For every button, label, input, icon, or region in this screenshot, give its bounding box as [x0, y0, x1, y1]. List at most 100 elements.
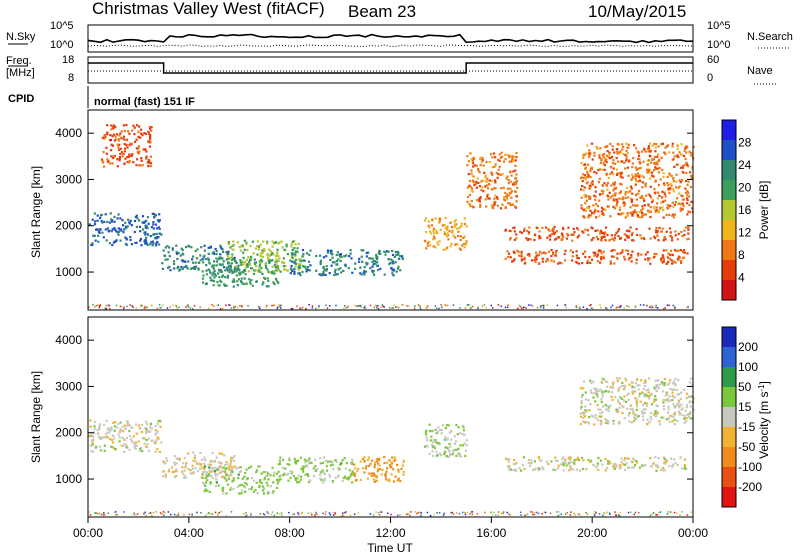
echo-cell	[666, 206, 669, 209]
echo-cell	[661, 227, 664, 230]
echo-cell	[322, 270, 325, 274]
echo-cell	[407, 305, 410, 307]
echo-cell	[612, 422, 615, 425]
echo-cell	[328, 272, 331, 275]
echo-cell	[632, 409, 635, 413]
echo-cell	[223, 454, 226, 457]
echo-cell	[116, 217, 119, 220]
echo-cell	[116, 143, 119, 146]
echo-cell	[634, 511, 637, 514]
echo-cell	[644, 258, 647, 261]
echo-cell	[523, 262, 526, 265]
echo-cell	[624, 379, 628, 382]
echo-cell	[479, 163, 482, 167]
echo-cell	[98, 306, 100, 309]
echo-cell	[428, 240, 431, 243]
echo-cell	[226, 483, 230, 486]
echo-cell	[683, 417, 686, 420]
echo-cell	[621, 251, 624, 254]
echo-cell	[104, 136, 107, 139]
echo-cell	[611, 194, 614, 197]
echo-cell	[556, 511, 558, 513]
echo-cell	[146, 443, 149, 446]
echo-cell	[510, 196, 513, 199]
echo-cell	[121, 224, 125, 227]
echo-cell	[654, 395, 657, 398]
echo-cell	[497, 514, 499, 517]
echo-cell	[229, 488, 232, 491]
echo-cell	[537, 469, 540, 472]
echo-cell	[652, 413, 656, 416]
echo-cell	[271, 511, 274, 513]
echo-cell	[111, 438, 114, 442]
echo-cell	[239, 271, 242, 274]
echo-cell	[649, 150, 652, 153]
echo-cell	[554, 456, 557, 459]
echo-cell	[242, 271, 245, 274]
echo-cell	[306, 266, 309, 269]
echo-cell	[469, 513, 471, 515]
echo-cell	[435, 450, 438, 453]
echo-cell	[123, 142, 126, 146]
echo-cell	[292, 474, 295, 478]
nsky-label: N.Sky	[6, 31, 36, 43]
echo-cell	[236, 306, 239, 309]
echo-cell	[667, 411, 670, 414]
echo-cell	[277, 478, 280, 481]
echo-cell	[211, 476, 214, 479]
echo-cell	[273, 272, 276, 275]
echo-cell	[128, 153, 131, 156]
echo-cell	[541, 260, 544, 263]
echo-cell	[502, 160, 506, 163]
echo-cell	[512, 250, 515, 253]
echo-cell	[322, 512, 324, 515]
echo-cell	[610, 237, 613, 240]
echo-cell	[506, 250, 509, 253]
echo-cell	[254, 263, 257, 266]
echo-cell	[514, 206, 518, 209]
echo-cell	[280, 307, 282, 309]
echo-cell	[655, 304, 657, 307]
echo-cell	[674, 307, 676, 309]
echo-cell	[145, 307, 147, 309]
echo-cell	[638, 176, 641, 179]
echo-cell	[600, 256, 603, 259]
echo-cell	[349, 474, 353, 477]
echo-cell	[155, 244, 158, 247]
echo-cell	[592, 423, 596, 426]
echo-cell	[238, 492, 241, 495]
echo-cell	[458, 226, 461, 230]
echo-cell	[169, 306, 171, 308]
echo-cell	[113, 429, 116, 432]
echo-cell	[296, 481, 299, 484]
echo-cell	[654, 168, 657, 171]
echo-cell	[638, 211, 641, 214]
echo-cell	[280, 304, 282, 307]
echo-cell	[486, 184, 489, 187]
echo-cell	[173, 475, 176, 479]
echo-cell	[501, 203, 504, 206]
echo-cell	[673, 423, 676, 426]
echo-cell	[342, 512, 344, 514]
echo-cell	[303, 458, 306, 461]
echo-cell	[638, 384, 641, 387]
echo-cell	[230, 458, 233, 461]
echo-cell	[527, 458, 530, 462]
echo-cell	[576, 256, 579, 260]
echo-cell	[631, 211, 634, 214]
echo-cell	[458, 247, 461, 250]
echo-cell	[96, 432, 99, 435]
echo-cell	[457, 234, 460, 237]
echo-cell	[603, 512, 605, 514]
date-label: 10/May/2015	[588, 2, 686, 21]
echo-cell	[628, 256, 631, 259]
echo-cell	[361, 260, 364, 263]
echo-cell	[199, 259, 202, 262]
echo-cell	[129, 304, 131, 306]
echo-cell	[271, 304, 273, 307]
echo-cell	[158, 227, 161, 230]
echo-cell	[278, 242, 281, 245]
echo-cell	[245, 258, 248, 261]
echo-cell	[472, 162, 475, 165]
echo-cell	[608, 151, 611, 154]
